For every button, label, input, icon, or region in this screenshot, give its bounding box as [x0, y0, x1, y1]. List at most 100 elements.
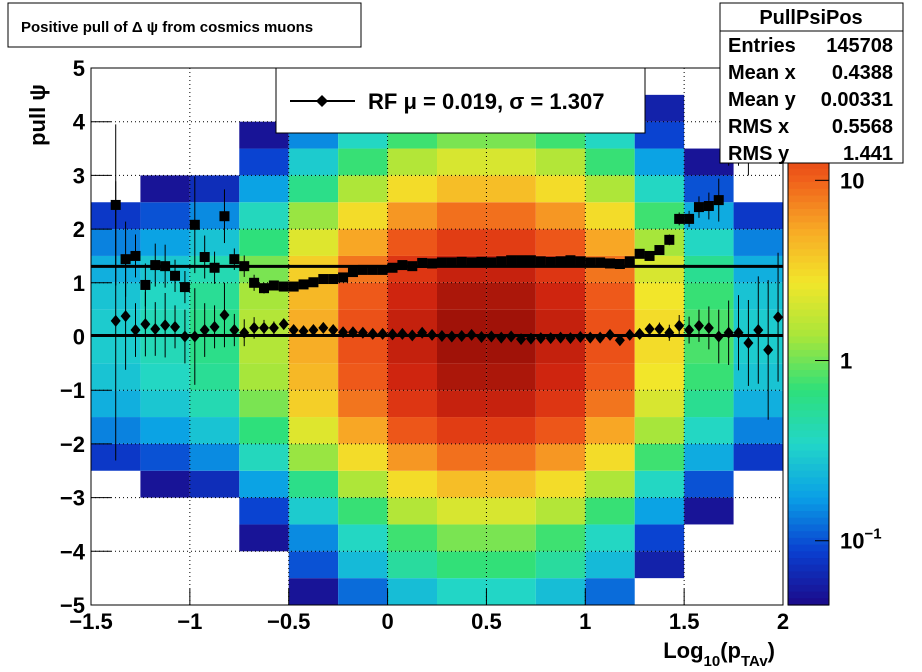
- square-marker: [595, 257, 606, 268]
- diamond-marker: [506, 330, 517, 343]
- heat-cell: [140, 390, 190, 418]
- heat-cell: [387, 229, 437, 256]
- square-marker: [644, 250, 655, 261]
- heat-cell: [288, 417, 339, 444]
- x-tick-label: 0.5: [471, 609, 502, 634]
- diamond-marker: [743, 336, 754, 349]
- color-bar-step: [788, 202, 829, 210]
- diamond-marker: [654, 322, 665, 335]
- y-tick-label: −3: [60, 486, 85, 511]
- heat-cell: [338, 282, 388, 310]
- heat-cell: [535, 390, 586, 418]
- stats-value: 0.5568: [832, 116, 893, 138]
- heat-cell: [733, 229, 783, 256]
- heat-cell: [684, 363, 734, 391]
- heat-cell: [684, 255, 734, 283]
- diamond-marker: [268, 321, 279, 334]
- heat-cell: [585, 282, 635, 310]
- square-marker: [703, 201, 714, 212]
- color-bar-step: [788, 437, 829, 445]
- square-marker: [259, 283, 269, 294]
- diamond-marker: [407, 329, 418, 342]
- stats-title: PullPsiPos: [759, 7, 862, 29]
- color-bar-step: [788, 477, 829, 485]
- y-tick-label: −1: [60, 378, 85, 403]
- heat-cell: [585, 148, 635, 176]
- color-bar-step: [788, 276, 829, 284]
- color-bar-step: [788, 175, 829, 183]
- heat-cell: [535, 282, 586, 310]
- color-bar-step: [788, 551, 829, 559]
- square-marker: [516, 255, 527, 266]
- heat-cell: [585, 551, 635, 579]
- diamond-marker: [753, 324, 764, 337]
- color-bar-step: [788, 316, 829, 324]
- diamond-marker: [417, 326, 428, 339]
- heat-cell: [437, 390, 487, 418]
- stats-label: Entries: [728, 35, 796, 57]
- x-tick-label: −1: [177, 609, 202, 634]
- heat-cell: [437, 524, 487, 552]
- square-marker: [664, 234, 675, 245]
- color-bar-step: [788, 457, 829, 465]
- heat-cell: [437, 443, 487, 471]
- square-marker: [278, 281, 289, 292]
- diamond-marker: [723, 326, 734, 339]
- square-marker: [377, 264, 388, 275]
- color-bar-step: [788, 564, 829, 573]
- legend-label: RF μ = 0.019, σ = 1.307: [368, 89, 604, 114]
- square-marker: [624, 256, 635, 267]
- diamond-marker: [308, 324, 319, 337]
- diamond-marker: [130, 324, 141, 337]
- heat-cell: [535, 551, 586, 579]
- heat-cell: [288, 363, 339, 391]
- heat-cell: [486, 497, 536, 525]
- square-marker: [397, 260, 408, 271]
- stats-label: RMS y: [728, 143, 790, 165]
- heat-cell: [239, 363, 289, 391]
- y-tick-label: 0: [73, 325, 85, 350]
- diamond-marker: [170, 320, 181, 333]
- color-bar-step: [788, 336, 829, 344]
- heat-cell: [634, 497, 685, 525]
- diamond-marker: [179, 330, 190, 343]
- heat-cell: [684, 390, 734, 418]
- heat-cell: [239, 470, 289, 498]
- heat-cell: [684, 282, 734, 310]
- heat-cell: [140, 202, 190, 230]
- square-marker: [605, 258, 615, 269]
- heat-cell: [387, 417, 437, 444]
- color-bar-step: [788, 168, 829, 176]
- color-bar-step: [788, 255, 829, 264]
- color-bar-step: [788, 242, 829, 250]
- diamond-marker: [555, 331, 566, 344]
- heat-cell: [486, 229, 536, 256]
- heat-cell: [585, 363, 635, 391]
- heat-cell: [338, 229, 388, 256]
- heat-cell: [338, 470, 388, 498]
- heat-cell: [288, 551, 339, 579]
- stats-box: PullPsiPos Entries 145708 Mean x 0.4388 Mean…: [719, 2, 904, 165]
- color-bar-step: [788, 571, 829, 579]
- heat-cell: [486, 148, 536, 176]
- chart-title: Positive pull of Δ ψ from cosmics muons: [21, 19, 313, 36]
- color-bar-step: [788, 289, 829, 297]
- diamond-marker: [239, 326, 250, 339]
- color-bar-step: [788, 410, 829, 418]
- color-bar-step: [788, 578, 829, 586]
- heat-cell: [585, 443, 635, 471]
- heat-cell: [634, 443, 685, 471]
- heat-cell: [338, 551, 388, 579]
- axes: −1.5 −1 −0.5 0 0.5 1 1.5 2 −5 −4 −3 −2 −1 0 1 2 3 4 5: [60, 56, 789, 634]
- x-title-sub: 10: [704, 653, 721, 670]
- diamond-marker: [733, 326, 744, 339]
- x-tick-label: 0: [381, 609, 393, 634]
- heat-cell: [437, 148, 487, 176]
- heat-cell: [288, 336, 339, 364]
- heat-cell: [585, 578, 635, 605]
- heat-cell: [387, 443, 437, 471]
- heat-cell: [189, 282, 240, 310]
- heat-cell: [189, 470, 240, 498]
- color-bar-step: [788, 309, 829, 317]
- x-axis-title: Log10(pTAv): [663, 638, 775, 670]
